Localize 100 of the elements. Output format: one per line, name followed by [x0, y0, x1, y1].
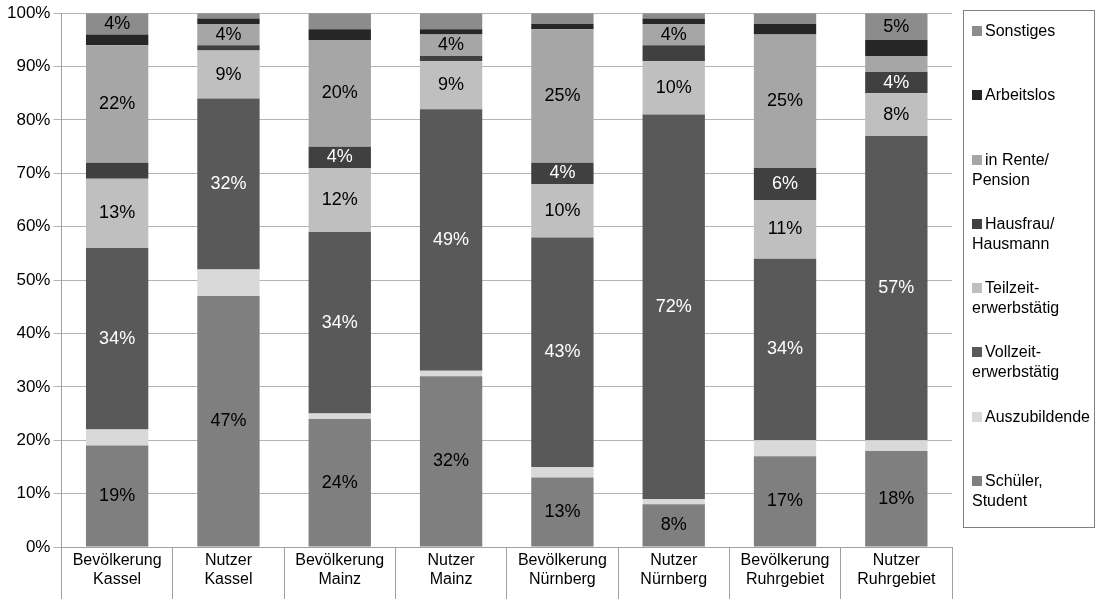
- bar: [197, 296, 260, 547]
- data-label: 72%: [655, 295, 692, 316]
- bar: [642, 18, 705, 24]
- data-label: 4%: [326, 146, 353, 167]
- bar: [865, 39, 928, 56]
- bar: [753, 13, 817, 24]
- y-tick-label: 30%: [16, 376, 51, 396]
- bar: [753, 456, 817, 547]
- data-label: 25%: [544, 84, 581, 105]
- y-tick-label: 90%: [16, 56, 51, 76]
- data-label: 10%: [655, 76, 692, 97]
- x-tick-label: Nutzer Kassel: [204, 551, 253, 588]
- bar: [419, 55, 483, 62]
- data-label: 57%: [878, 277, 915, 298]
- data-label: 11%: [767, 218, 803, 239]
- legend-label: Schüler, Student: [972, 470, 1044, 511]
- bar: [197, 45, 260, 51]
- y-tick-label: 10%: [16, 483, 51, 503]
- data-label: 12%: [321, 189, 358, 209]
- y-tick-label: 70%: [16, 163, 51, 183]
- data-label: 13%: [544, 501, 581, 522]
- bar: [85, 248, 149, 430]
- bar: [419, 13, 483, 30]
- bar: [85, 445, 149, 547]
- bar: [531, 477, 594, 547]
- bar: [308, 13, 371, 30]
- bar: [865, 440, 928, 451]
- y-tick-label: 20%: [16, 429, 51, 449]
- bar: [419, 376, 483, 547]
- data-label: 32%: [210, 172, 247, 193]
- data-label: 13%: [99, 202, 136, 223]
- data-label: 32%: [433, 450, 470, 471]
- legend-label: Vollzeit-erwerbstätig: [972, 342, 1061, 383]
- data-label: 9%: [438, 74, 465, 95]
- bar: [642, 13, 705, 19]
- bar: [865, 55, 928, 72]
- legend-label: Hausfrau/Hausmann: [972, 213, 1056, 254]
- legend-label: Auszubildende: [984, 406, 1091, 427]
- x-tick-label: Nutzer Nürnberg: [640, 551, 708, 588]
- data-label: 24%: [321, 471, 358, 492]
- data-label: 34%: [321, 311, 358, 332]
- x-tick-label: Bevölkerung Nürnberg: [517, 551, 607, 588]
- data-label: 4%: [104, 12, 131, 33]
- x-tick-label: Bevölkerung Mainz: [295, 551, 385, 588]
- y-tick-label: 50%: [16, 269, 51, 289]
- data-label: 4%: [215, 23, 242, 44]
- bar: [531, 13, 594, 24]
- data-label: 22%: [99, 92, 136, 113]
- bar: [419, 109, 483, 371]
- y-tick-label: 80%: [16, 109, 51, 129]
- legend-label: Arbeitslos: [984, 85, 1057, 106]
- bar: [531, 29, 594, 163]
- bar: [308, 418, 371, 547]
- x-tick-label: Bevölkerung Ruhrgebiet: [740, 551, 830, 588]
- x-tick-label: Nutzer Mainz: [427, 551, 476, 588]
- data-label: 34%: [99, 327, 136, 348]
- data-label: 43%: [544, 341, 581, 362]
- bar: [197, 269, 260, 297]
- bar: [642, 114, 705, 499]
- bar: [85, 34, 149, 46]
- bar: [531, 237, 594, 467]
- bar: [753, 258, 817, 441]
- bar: [753, 34, 817, 168]
- data-label: 19%: [99, 485, 136, 506]
- bar: [531, 466, 594, 478]
- bar: [308, 29, 371, 40]
- y-tick-label: 0%: [25, 536, 51, 556]
- bar: [308, 39, 371, 147]
- y-tick-label: 100%: [7, 2, 51, 22]
- data-label: 25%: [767, 90, 804, 111]
- legend-label: Sonstiges: [984, 21, 1057, 41]
- data-label: 49%: [433, 229, 470, 250]
- bar: [197, 18, 260, 24]
- data-label: 8%: [660, 514, 687, 535]
- bar: [308, 413, 371, 419]
- bar: [642, 498, 705, 505]
- data-label: 4%: [660, 23, 687, 44]
- bar: [85, 162, 149, 179]
- data-label: 34%: [767, 338, 804, 359]
- bar: [85, 45, 149, 163]
- x-tick-label: Bevölkerung Kassel: [72, 551, 162, 588]
- bar: [85, 429, 149, 446]
- bar: [865, 135, 928, 441]
- data-label: 8%: [883, 103, 910, 124]
- y-tick-label: 40%: [16, 323, 51, 343]
- bar: [197, 98, 260, 270]
- data-label: 6%: [772, 172, 799, 193]
- bar: [642, 504, 705, 547]
- data-label: 47%: [210, 410, 247, 431]
- data-label: 4%: [549, 162, 576, 183]
- x-tick-label: Nutzer Ruhrgebiet: [857, 551, 937, 588]
- data-label: 9%: [215, 63, 242, 84]
- bar: [753, 23, 817, 35]
- data-label: 5%: [883, 15, 910, 36]
- bar: [865, 450, 928, 547]
- y-tick-label: 60%: [16, 216, 51, 236]
- data-label: 18%: [878, 487, 915, 508]
- bar: [753, 440, 817, 457]
- data-label: 4%: [438, 34, 465, 55]
- data-label: 10%: [544, 199, 581, 220]
